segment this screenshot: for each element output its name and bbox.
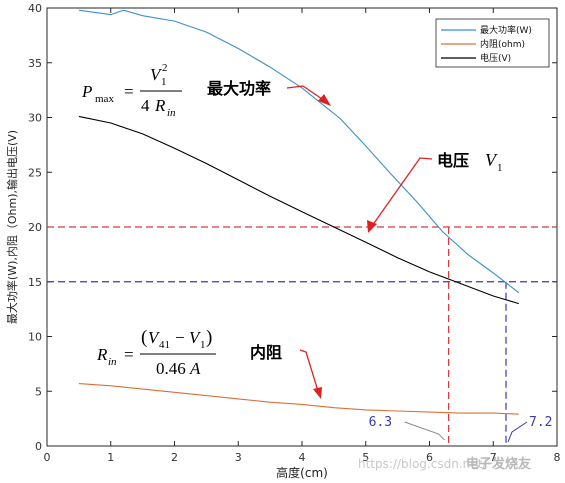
- reference-lines: [47, 226, 557, 446]
- y-tick-label: 40: [28, 2, 42, 15]
- annotation-arrows: [286, 85, 433, 399]
- arrow-max-power-head: [318, 94, 331, 106]
- annotation-max-power: 最大功率: [207, 79, 271, 98]
- arrow-voltage-line: [371, 157, 433, 227]
- x-tick-label: 3: [235, 451, 242, 464]
- watermark-url: https://blog.csdn.net/: [358, 457, 487, 471]
- series-group: [78, 9, 520, 415]
- x-axis-label: 高度(cm): [276, 465, 328, 480]
- y-tick-label: 30: [28, 112, 42, 125]
- x-tick-label: 4: [299, 451, 306, 464]
- formula-pmax-num-sup: 2: [162, 62, 168, 74]
- x-tick-label: 7: [490, 451, 497, 464]
- x-tick-label: 6: [426, 451, 433, 464]
- arrow-resistance-head: [313, 387, 322, 399]
- y-tick-label: 20: [28, 221, 42, 234]
- annotation-voltage-symbol-sub: 1: [497, 162, 503, 174]
- formula-pmax-num: V: [150, 65, 163, 84]
- x-tick-label: 8: [554, 451, 561, 464]
- formula-rin-lhs-sub: in: [108, 356, 117, 368]
- formula-pmax-eq: =: [124, 82, 134, 101]
- marker-label-7-2: 7.2: [529, 415, 552, 430]
- formula-rin-lhs: R: [96, 345, 108, 364]
- annotation-voltage-symbol: V: [485, 150, 498, 170]
- x-tick-label: 1: [107, 451, 114, 464]
- annotation-voltage: 电压: [437, 151, 469, 170]
- formula-pmax-den: 4: [141, 96, 150, 115]
- formula-rin-paren-open: (: [141, 327, 147, 348]
- formula-rin-num-a: V: [148, 328, 161, 347]
- series-line: [78, 9, 520, 294]
- formula-rin-eq: =: [124, 345, 134, 364]
- formula-rin-num-a-sub: 41: [159, 339, 170, 351]
- marker-label-6-3: 6.3: [369, 415, 392, 430]
- x-tick-label: 0: [44, 451, 51, 464]
- legend-label: 电压(V): [480, 52, 511, 64]
- formula-pmax-lhs-sub: max: [95, 93, 114, 105]
- y-tick-label: 35: [28, 57, 42, 70]
- formula-rin-num-b-sub: 1: [200, 339, 206, 351]
- marker-6-3-leader: [404, 421, 445, 441]
- marker-7-2-leader: [507, 421, 528, 443]
- formula-pmax-num-sub: 1: [161, 76, 167, 88]
- x-axis: 0 1 2 3 4 5 6 7 8: [44, 8, 561, 464]
- watermark-brand: 电子发烧友: [466, 456, 531, 472]
- formula-pmax-den-sub: in: [167, 107, 176, 119]
- legend-label: 最大功率(W): [480, 24, 532, 36]
- formula-rin-den-var: A: [189, 359, 201, 378]
- y-tick-label: 15: [28, 276, 42, 289]
- formula-pmax-lhs: P: [81, 82, 92, 101]
- annotation-resistance: 内阻: [250, 343, 282, 362]
- legend-label: 内阻(ohm): [480, 38, 525, 50]
- series-line: [78, 115, 519, 305]
- y-tick-label: 10: [28, 331, 42, 344]
- legend-box: [435, 18, 550, 68]
- formula-rin-num-b: V: [189, 328, 202, 347]
- x-tick-label: 2: [171, 451, 178, 464]
- arrow-voltage-head: [367, 220, 377, 233]
- formula-rin-den: 0.46: [156, 359, 186, 378]
- formula-rin: R in = ( V 41 − V 1 ) 0.46 A: [96, 327, 216, 378]
- arrow-resistance-line: [299, 349, 319, 392]
- arrow-max-power-line: [286, 85, 326, 102]
- y-tick-label: 0: [35, 440, 42, 453]
- formula-pmax-den-var: R: [154, 96, 166, 115]
- x-tick-label: 5: [362, 451, 369, 464]
- y-axis: 0 5 10 15 20 25 30 35 40: [28, 2, 557, 453]
- y-tick-label: 5: [35, 385, 42, 398]
- series-line: [78, 383, 519, 415]
- formula-rin-paren-close: ): [206, 327, 212, 348]
- y-axis-label: 最大功率(W),内阻（Ohm),输出电压(V): [5, 130, 19, 324]
- legend: 最大功率(W) 内阻(ohm) 电压(V): [435, 18, 550, 68]
- formula-pmax: P max = V 1 2 4 R in: [81, 62, 182, 119]
- formula-rin-minus: −: [175, 328, 185, 347]
- y-tick-label: 25: [28, 166, 42, 179]
